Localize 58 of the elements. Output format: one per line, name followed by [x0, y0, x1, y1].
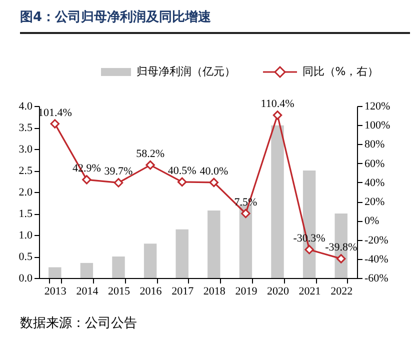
- bar: [144, 244, 157, 278]
- bar: [176, 229, 188, 278]
- point: [272, 110, 282, 120]
- bar: [48, 267, 62, 278]
- y-tick-label: 1.5: [18, 208, 33, 220]
- y-tick-label: 3.0: [18, 144, 33, 156]
- point: [114, 178, 124, 188]
- x-tick-label: 2020: [267, 286, 290, 298]
- y-tick-label: 2.0: [18, 186, 33, 198]
- bar: [112, 256, 125, 278]
- y2-tick-label: 60%: [364, 158, 385, 170]
- data-label: 39.7%: [104, 166, 133, 178]
- point: [241, 208, 250, 218]
- bar: [271, 125, 284, 278]
- data-label: 40.0%: [200, 165, 228, 178]
- x-tick-label: 2022: [330, 286, 353, 298]
- legend-label: 归母净利润（亿元）: [136, 64, 236, 79]
- bar: [239, 204, 252, 278]
- data-label: 40.5%: [168, 164, 196, 177]
- point: [177, 177, 187, 187]
- y-tick-label: 2.5: [18, 165, 33, 177]
- data-label: 58.2%: [136, 148, 165, 160]
- point: [82, 175, 92, 184]
- y2-tick-label: 80%: [364, 138, 385, 151]
- source-note: 数据来源：公司公告: [20, 315, 137, 332]
- legend-label: 同比（%，右）: [302, 64, 379, 79]
- x-tick-label: 2017: [172, 286, 194, 298]
- point: [50, 119, 60, 128]
- y2-tick-label: 120%: [364, 100, 390, 112]
- y-tick-label: 0.5: [18, 251, 33, 263]
- x-tick-label: 2013: [44, 286, 67, 298]
- x-tick-label: 2016: [140, 286, 162, 298]
- y2-tick-label: 0%: [364, 215, 380, 228]
- bar: [208, 210, 220, 278]
- y2-tick-label: -20%: [364, 234, 388, 246]
- bar: [80, 262, 94, 278]
- x-tick-label: 2018: [203, 286, 226, 298]
- y2-tick-label: -40%: [364, 253, 388, 266]
- y2-tick-label: 40%: [364, 176, 385, 189]
- data-label: 110.4%: [260, 98, 294, 110]
- data-label: -39.8%: [325, 242, 358, 254]
- y-tick-label: 1.0: [18, 230, 33, 242]
- y-tick-label: 3.5: [18, 122, 33, 134]
- x-tick-label: 2015: [108, 286, 130, 298]
- point: [146, 160, 155, 170]
- x-tick-label: 2019: [235, 286, 258, 298]
- y2-tick-label: 100%: [364, 120, 390, 132]
- point: [336, 254, 346, 264]
- point: [209, 178, 219, 188]
- x-tick-label: 2014: [76, 286, 99, 298]
- y-tick-label: 0.0: [18, 272, 33, 284]
- y2-tick-label: 20%: [364, 196, 385, 208]
- point: [304, 244, 314, 254]
- y2-tick-label: -60%: [364, 272, 388, 284]
- data-label: 101.4%: [38, 106, 72, 119]
- x-tick-label: 2021: [298, 286, 321, 298]
- chart-title: 图4：公司归母净利润及同比增速: [20, 8, 410, 34]
- y-tick-label: 4.0: [18, 100, 33, 112]
